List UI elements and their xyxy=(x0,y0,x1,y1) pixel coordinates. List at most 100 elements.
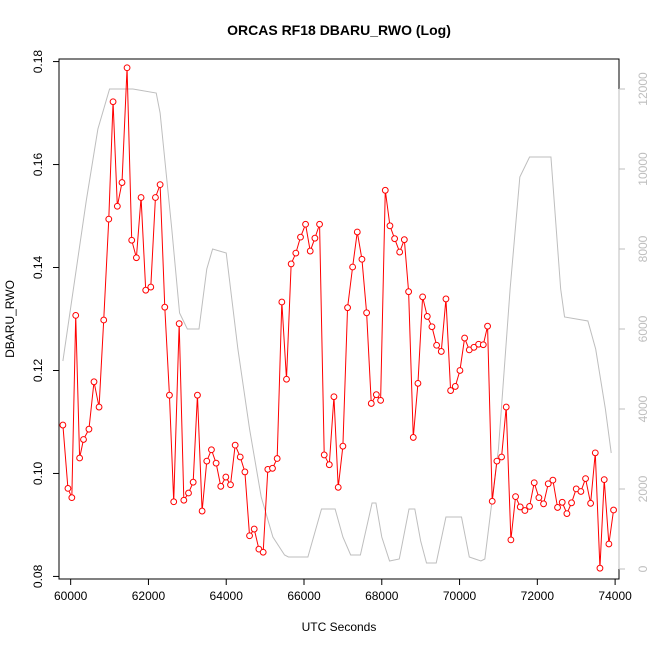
data-point xyxy=(498,453,505,461)
data-point xyxy=(147,283,155,291)
data-point xyxy=(540,500,547,508)
x-tick-label: 72000 xyxy=(521,589,555,603)
data-point xyxy=(227,481,234,489)
left-axis: 0.08 0.10 0.12 0.14 0.16 0.18 xyxy=(31,50,60,588)
data-point xyxy=(287,260,295,268)
data-point xyxy=(437,348,445,355)
data-point xyxy=(600,476,608,484)
data-point xyxy=(278,298,286,306)
x-tick-label: 74000 xyxy=(598,589,632,603)
data-point xyxy=(236,453,244,461)
x-tick-label: 70000 xyxy=(443,589,477,603)
data-point xyxy=(311,234,319,242)
data-point xyxy=(405,288,413,296)
y-tick-label: 0.16 xyxy=(31,153,45,177)
data-point xyxy=(367,400,375,407)
data-point xyxy=(339,442,347,450)
data-point xyxy=(269,464,276,472)
data-point xyxy=(353,228,361,236)
data-point xyxy=(516,503,524,511)
data-point xyxy=(558,498,566,506)
data-point xyxy=(554,504,561,511)
data-point xyxy=(306,247,314,255)
data-point xyxy=(90,378,98,386)
data-point xyxy=(203,457,211,465)
data-point xyxy=(461,334,469,342)
x-tick-label: 60000 xyxy=(54,589,88,603)
data-point xyxy=(292,249,300,257)
data-point xyxy=(396,248,404,256)
data-point xyxy=(105,215,113,223)
data-point xyxy=(316,220,323,228)
y-axis-label: DBARU_RWO xyxy=(3,280,17,358)
data-point xyxy=(428,323,436,331)
y-tick-label: 0.12 xyxy=(31,358,45,382)
data-point xyxy=(596,564,604,572)
data-point xyxy=(502,403,510,411)
data-point xyxy=(409,434,417,441)
data-point xyxy=(123,64,131,72)
data-point xyxy=(302,220,309,228)
data-point xyxy=(170,498,178,506)
data-point xyxy=(68,494,76,502)
data-point xyxy=(283,375,290,383)
chart-title: ORCAS RF18 DBARU_RWO (Log) xyxy=(227,22,451,38)
data-point xyxy=(414,379,422,387)
data-point xyxy=(442,295,450,303)
data-point xyxy=(470,343,478,351)
data-point xyxy=(358,255,366,263)
data-point xyxy=(493,457,501,465)
data-point xyxy=(198,507,206,515)
y2-tick-label: 10000 xyxy=(636,152,650,186)
data-point xyxy=(582,475,589,483)
data-point xyxy=(231,441,239,449)
altitude-series-line xyxy=(62,88,612,564)
data-point xyxy=(241,468,249,476)
data-point xyxy=(194,391,201,399)
y2-tick-label: 8000 xyxy=(636,235,650,262)
data-point xyxy=(76,454,84,462)
data-point xyxy=(372,391,380,399)
series-layer xyxy=(59,64,617,572)
data-point xyxy=(109,98,117,106)
data-point xyxy=(259,548,267,556)
y2-tick-label: 0 xyxy=(636,565,650,572)
data-point xyxy=(185,489,192,497)
data-point xyxy=(142,286,150,294)
data-point xyxy=(166,391,173,399)
y-tick-label: 0.10 xyxy=(31,461,45,485)
data-point xyxy=(132,254,140,262)
data-point xyxy=(610,506,617,514)
data-point xyxy=(530,479,538,487)
data-point xyxy=(246,532,253,540)
y2-tick-label: 2000 xyxy=(636,475,650,502)
bottom-axis: 60000 62000 64000 66000 68000 70000 72000 74000 xyxy=(54,578,632,603)
data-point xyxy=(85,425,93,433)
data-point xyxy=(563,510,571,518)
data-point xyxy=(161,303,169,311)
data-point xyxy=(549,476,557,484)
x-tick-label: 68000 xyxy=(365,589,399,603)
y2-tick-label: 4000 xyxy=(636,395,650,422)
data-point xyxy=(64,484,72,492)
data-point xyxy=(484,322,491,330)
data-point xyxy=(591,449,599,457)
data-point xyxy=(156,181,164,189)
data-point xyxy=(175,320,183,328)
dbaru-series-line xyxy=(62,67,615,569)
data-point xyxy=(128,236,136,244)
data-point xyxy=(521,507,529,514)
data-point xyxy=(419,293,427,301)
data-point xyxy=(217,482,225,490)
data-point xyxy=(325,461,333,469)
data-point xyxy=(349,263,357,271)
data-point xyxy=(297,233,304,241)
data-point xyxy=(577,488,585,495)
data-point xyxy=(113,202,121,210)
data-point xyxy=(377,396,385,404)
data-point xyxy=(433,341,441,349)
data-point xyxy=(507,536,515,544)
data-point xyxy=(456,367,464,374)
data-point xyxy=(100,316,108,324)
